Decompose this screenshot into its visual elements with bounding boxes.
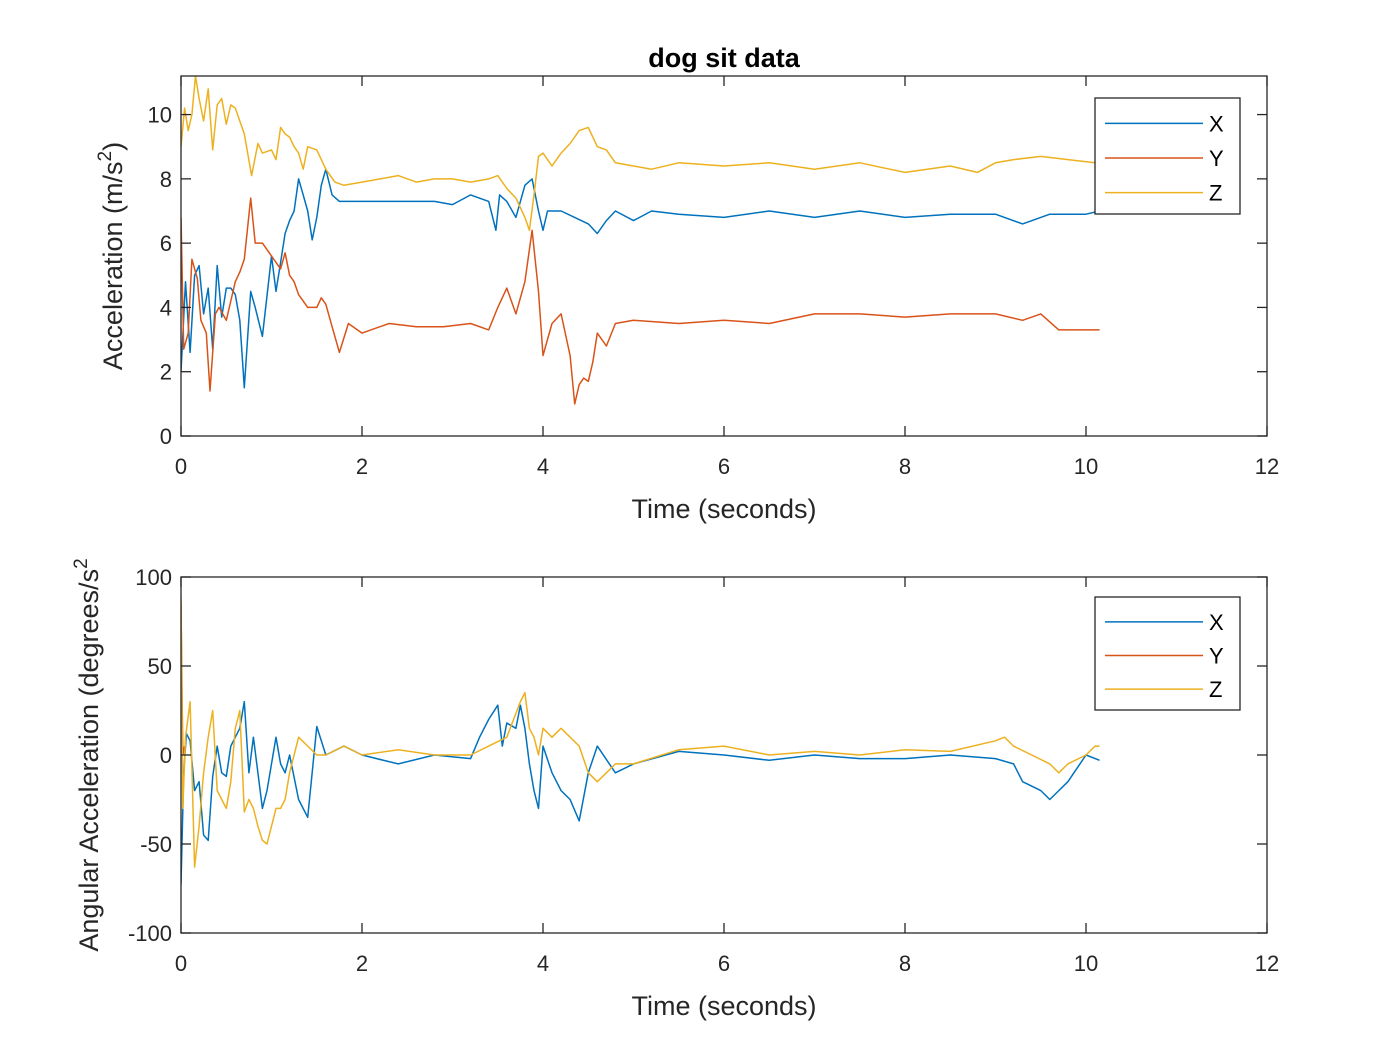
y-tick-label: 8 bbox=[160, 167, 172, 192]
x-tick-label: 8 bbox=[899, 951, 911, 976]
x-axis-label: Time (seconds) bbox=[631, 991, 816, 1021]
y-tick-label: 100 bbox=[135, 565, 172, 590]
legend-label-x: X bbox=[1209, 111, 1224, 136]
y-axis-label: Angular Acceleration (degrees/s2 bbox=[71, 558, 104, 951]
x-tick-label: 4 bbox=[537, 951, 549, 976]
x-tick-label: 0 bbox=[175, 454, 187, 479]
subplot-1: 0 2 4 6 8 10 12 0 2 4 6 8 10 Time (seconds) Accelerati… bbox=[95, 43, 1279, 524]
legend: XYZ bbox=[1094, 596, 1241, 711]
x-tick-label: 2 bbox=[356, 454, 368, 479]
y-tick-label: 2 bbox=[160, 360, 172, 385]
series-lines bbox=[181, 76, 1100, 405]
subplot-2: 0 2 4 6 8 10 12 -100 -50 0 50 100 Time (seconds) Angu… bbox=[71, 558, 1279, 1021]
plot-area bbox=[181, 76, 1267, 436]
y-tick-label: 0 bbox=[160, 743, 172, 768]
legend-label-z: Z bbox=[1209, 181, 1222, 206]
y-tick-label: 0 bbox=[160, 424, 172, 449]
legend: XYZ bbox=[1094, 97, 1241, 215]
x-tick-label: 8 bbox=[899, 454, 911, 479]
x-tick-label: 4 bbox=[537, 454, 549, 479]
series-line-y bbox=[181, 197, 1100, 405]
x-tick-label: 6 bbox=[718, 951, 730, 976]
y-tick-label: 10 bbox=[148, 103, 172, 128]
chart-title: dog sit data bbox=[648, 43, 800, 73]
x-tick-label: 12 bbox=[1255, 951, 1279, 976]
y-tick-label: 50 bbox=[148, 654, 172, 679]
legend-box bbox=[1094, 596, 1241, 711]
x-tick-label: 0 bbox=[175, 951, 187, 976]
y-axis-label: Acceleration (m/s2) bbox=[95, 142, 128, 370]
series-line-z bbox=[181, 598, 1100, 868]
series-line-z bbox=[181, 76, 1096, 232]
legend-label-y: Y bbox=[1209, 146, 1224, 171]
legend-label-x: X bbox=[1209, 610, 1224, 635]
legend-label-y: Y bbox=[1209, 644, 1224, 669]
series-line-x bbox=[181, 168, 1100, 389]
x-tick-label: 2 bbox=[356, 951, 368, 976]
x-tick-label: 10 bbox=[1074, 454, 1098, 479]
y-tick-label: 6 bbox=[160, 231, 172, 256]
x-axis-label: Time (seconds) bbox=[631, 494, 816, 524]
x-tick-label: 12 bbox=[1255, 454, 1279, 479]
y-tick-label: -100 bbox=[128, 921, 172, 946]
y-tick-label: 4 bbox=[160, 295, 172, 320]
x-tick-label: 10 bbox=[1074, 951, 1098, 976]
y-tick-label: -50 bbox=[140, 832, 172, 857]
x-tick-label: 6 bbox=[718, 454, 730, 479]
legend-box bbox=[1094, 97, 1241, 215]
legend-label-z: Z bbox=[1209, 677, 1222, 702]
series-line-x bbox=[181, 700, 1100, 885]
